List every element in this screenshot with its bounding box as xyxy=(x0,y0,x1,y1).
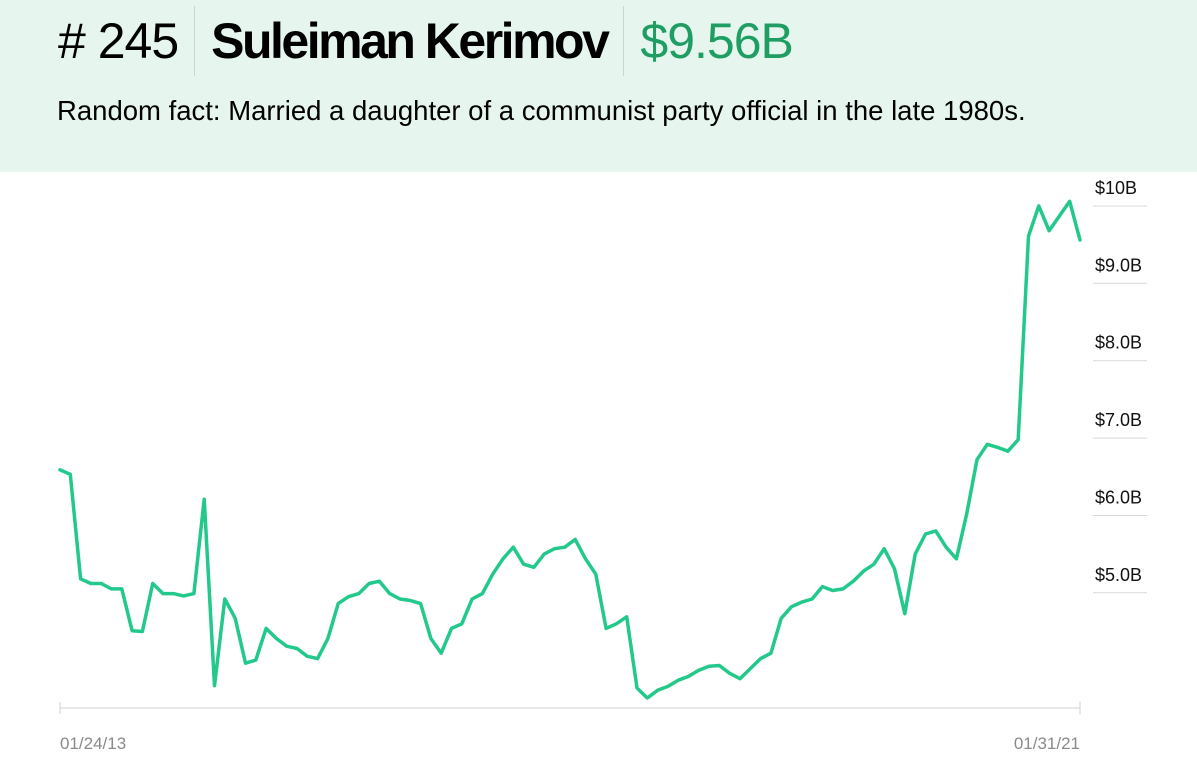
x-tick-label: 01/24/13 xyxy=(60,734,126,753)
header: # 245 Suleiman Kerimov $9.56B Random fac… xyxy=(0,0,1197,172)
y-tick-label: $9.0B xyxy=(1095,255,1142,275)
net-worth: $9.56B xyxy=(640,13,793,69)
separator xyxy=(623,6,625,76)
y-tick-label: $6.0B xyxy=(1095,487,1142,507)
y-tick-label: $7.0B xyxy=(1095,410,1142,430)
headline: # 245 Suleiman Kerimov $9.56B xyxy=(58,4,809,78)
y-tick-label: $10B xyxy=(1095,178,1137,198)
rank: # 245 xyxy=(58,13,179,69)
chart: $5.0B $6.0B $7.0B $8.0B $9.0B $10B 01/24/13 01/… xyxy=(58,178,1147,753)
random-fact: Random fact: Married a daughter of a com… xyxy=(57,95,1026,126)
name: Suleiman Kerimov xyxy=(211,13,610,69)
x-tick-label: 01/31/21 xyxy=(1014,734,1080,753)
y-tick-label: $5.0B xyxy=(1095,565,1142,585)
value-line xyxy=(58,199,1082,700)
y-tick-label: $8.0B xyxy=(1095,333,1142,353)
separator xyxy=(194,6,196,76)
